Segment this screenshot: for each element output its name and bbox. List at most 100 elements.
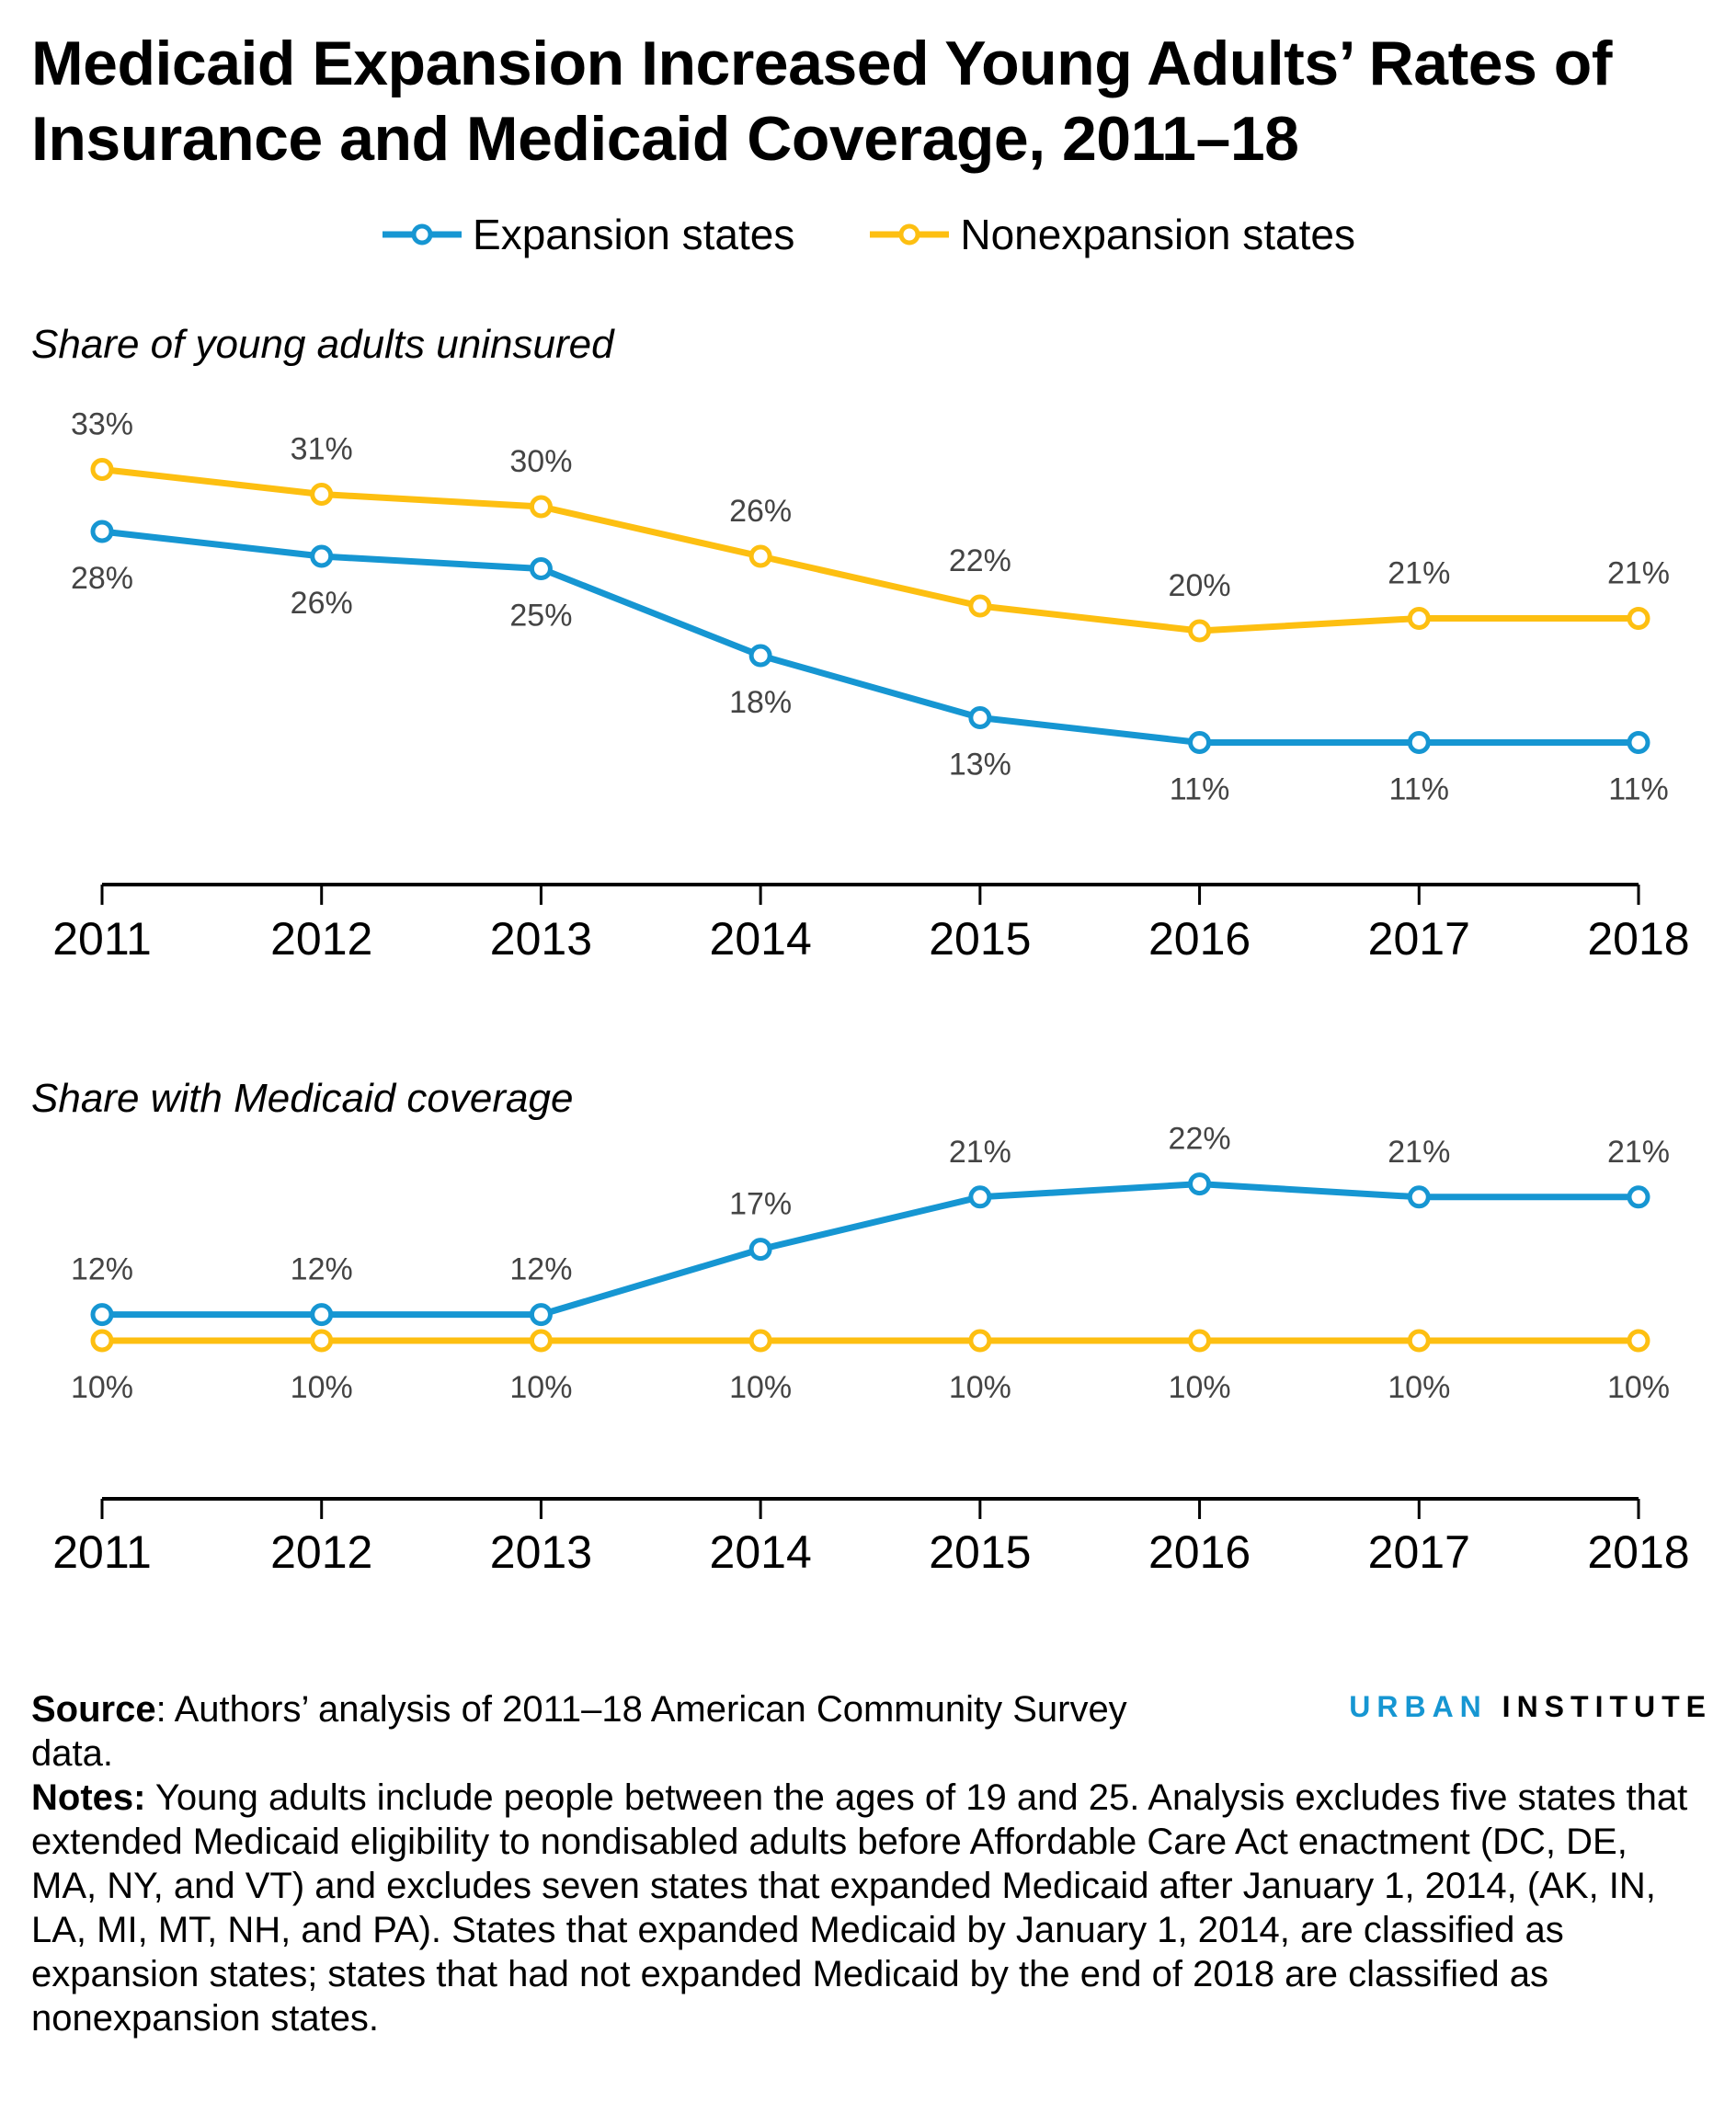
data-label: 11%	[1389, 772, 1450, 807]
chart1-subtitle: Share of young adults uninsured	[31, 322, 614, 367]
data-label: 12%	[291, 1252, 353, 1287]
data-point	[968, 1329, 992, 1353]
legend: Expansion states Nonexpansion states	[0, 210, 1736, 259]
data-point	[529, 495, 553, 519]
legend-item-nonexpansion: Nonexpansion states	[868, 210, 1355, 259]
data-point	[1627, 1329, 1650, 1353]
source-text: : Authors’ analysis of 2011–18 American …	[31, 1689, 1127, 1774]
data-label: 13%	[949, 748, 1011, 783]
data-point	[1188, 619, 1212, 643]
x-tick-label: 2012	[270, 913, 372, 965]
x-tick-label: 2014	[710, 1526, 812, 1578]
data-point	[1627, 731, 1650, 754]
x-tick-label: 2012	[270, 1526, 372, 1578]
data-point	[310, 544, 334, 568]
x-tick-label: 2011	[52, 913, 152, 965]
data-point	[748, 1329, 772, 1353]
data-label: 28%	[71, 561, 133, 596]
data-point	[748, 544, 772, 568]
legend-line-marker-icon	[383, 223, 463, 246]
data-label: 18%	[729, 685, 792, 720]
series-line-expansion	[101, 528, 1639, 746]
x-tick-label: 2015	[929, 1526, 1031, 1578]
legend-label: Nonexpansion states	[960, 211, 1355, 258]
data-point	[1407, 731, 1431, 754]
data-point	[1188, 1172, 1212, 1196]
data-label: 17%	[729, 1187, 792, 1222]
data-label: 10%	[291, 1370, 353, 1405]
chart2-subtitle: Share with Medicaid coverage	[31, 1076, 574, 1121]
data-point	[90, 1303, 114, 1327]
urban-institute-logo: URBAN INSTITUTE	[1349, 1690, 1712, 1723]
data-point	[90, 1329, 114, 1353]
data-point	[1627, 1185, 1650, 1209]
legend-item-expansion: Expansion states	[381, 210, 794, 259]
data-label: 21%	[1388, 1135, 1450, 1170]
data-point	[968, 594, 992, 618]
data-point	[1407, 607, 1431, 630]
data-label: 21%	[1607, 1135, 1670, 1170]
x-tick-label: 2018	[1587, 1526, 1689, 1578]
x-tick-label: 2016	[1148, 1526, 1251, 1578]
x-tick-label: 2016	[1148, 913, 1251, 965]
data-label: 11%	[1608, 772, 1669, 807]
data-point	[310, 1329, 334, 1353]
legend-line-marker-icon	[870, 223, 950, 246]
data-label: 31%	[291, 432, 353, 467]
data-label: 10%	[949, 1370, 1011, 1405]
data-point	[529, 1329, 553, 1353]
data-label: 33%	[71, 407, 133, 442]
source-note: Source: Authors’ analysis of 2011–18 Ame…	[31, 1687, 1153, 1776]
chart-title: Medicaid Expansion Increased Young Adult…	[31, 29, 1612, 174]
data-point	[90, 520, 114, 543]
data-label: 10%	[1388, 1370, 1450, 1405]
data-point	[1188, 731, 1212, 754]
data-label: 25%	[509, 599, 572, 634]
data-point	[748, 1238, 772, 1262]
data-label: 30%	[509, 444, 572, 479]
data-label: 10%	[509, 1370, 572, 1405]
data-label: 26%	[729, 494, 792, 529]
data-label: 26%	[291, 586, 353, 621]
x-tick-label: 2013	[490, 1526, 592, 1578]
data-label: 12%	[509, 1252, 572, 1287]
source-label: Source	[31, 1689, 156, 1730]
data-label: 21%	[1388, 556, 1450, 591]
x-tick-label: 2014	[710, 913, 812, 965]
data-point	[1407, 1185, 1431, 1209]
notes: Notes: Young adults include people betwe…	[31, 1776, 1696, 2040]
data-point	[310, 483, 334, 506]
x-tick-label: 2011	[52, 1526, 152, 1578]
data-label: 20%	[1169, 568, 1231, 603]
x-tick-label: 2015	[929, 913, 1031, 965]
x-tick-label: 2017	[1368, 1526, 1470, 1578]
series-line-nonexpansion	[101, 466, 1639, 634]
data-label: 10%	[1607, 1370, 1670, 1405]
data-label: 21%	[949, 1135, 1011, 1170]
notes-text: Young adults include people between the …	[31, 1777, 1688, 2039]
footer: Source: Authors’ analysis of 2011–18 Ame…	[31, 1687, 1696, 2040]
data-point	[1188, 1329, 1212, 1353]
data-label: 22%	[1169, 1122, 1231, 1157]
data-point	[968, 1185, 992, 1209]
data-point	[1407, 1329, 1431, 1353]
legend-label: Expansion states	[473, 211, 795, 258]
data-label: 10%	[71, 1370, 133, 1405]
data-point	[1627, 607, 1650, 630]
data-label: 10%	[729, 1370, 792, 1405]
data-point	[748, 644, 772, 668]
data-point	[310, 1303, 334, 1327]
x-tick-label: 2017	[1368, 913, 1470, 965]
data-point	[90, 458, 114, 481]
data-point	[968, 706, 992, 729]
data-point	[529, 557, 553, 580]
data-label: 11%	[1170, 772, 1230, 807]
series-line-expansion	[102, 1181, 1639, 1319]
data-point	[529, 1303, 553, 1327]
x-tick-label: 2013	[490, 913, 592, 965]
data-label: 12%	[71, 1252, 133, 1287]
notes-label: Notes:	[31, 1777, 146, 1818]
data-label: 22%	[949, 543, 1011, 578]
x-tick-label: 2018	[1587, 913, 1689, 965]
